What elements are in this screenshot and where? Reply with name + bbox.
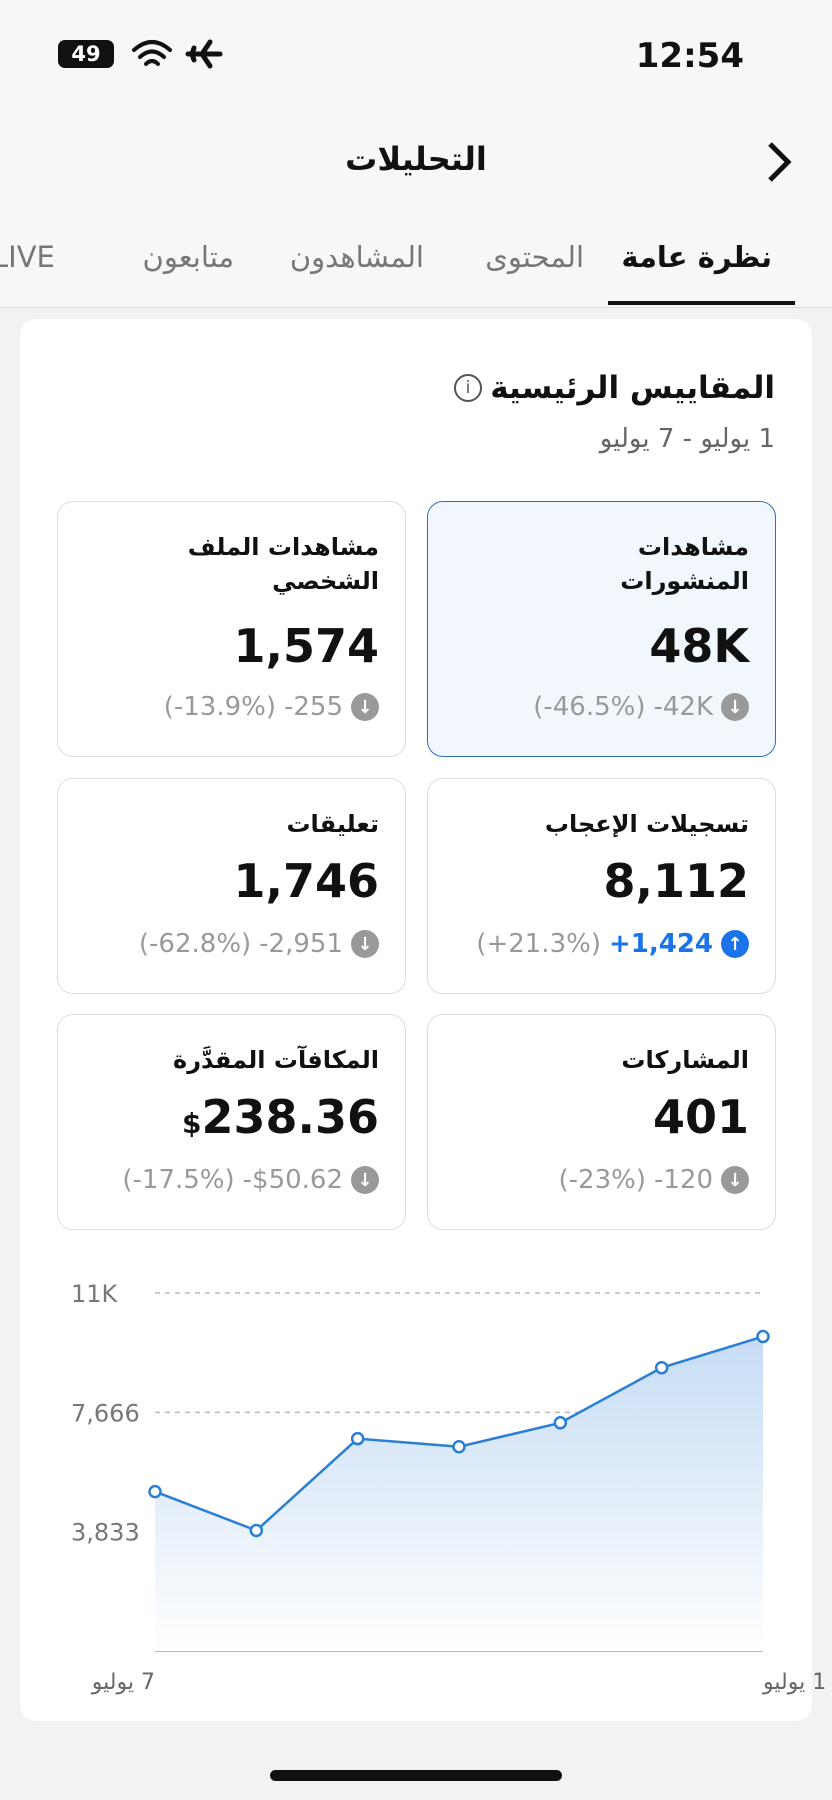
metric-value: 1,746 (233, 854, 379, 908)
clock: 12:54 (635, 36, 744, 76)
tab-active[interactable]: نظرة عامة (621, 240, 772, 274)
tab-underline (608, 301, 795, 305)
point (452, 1440, 466, 1454)
x-tick-label: 1 يوليو (762, 1670, 826, 1695)
metric-label: المكافآت المقدَّرة (173, 1046, 379, 1074)
metric-label: المشاركات (621, 1046, 749, 1074)
change-pct: (-46.5%) (533, 692, 646, 722)
metric-number: 1,574 (233, 619, 379, 673)
metric-label: مشاهدات المنشورات (620, 533, 749, 595)
top-bar (0, 0, 832, 308)
change-icon: ↓ (721, 1166, 749, 1194)
point (553, 1416, 568, 1430)
point (654, 1360, 669, 1375)
metric-change: ↓ -120 (-23%) (559, 1165, 749, 1195)
metric-unit: $ (182, 1107, 202, 1140)
metric-card[interactable]: المشاركات 401 ↓ -120 (-23%) (427, 1014, 776, 1230)
change-pct: (-23%) (558, 1165, 646, 1195)
change-icon: ↓ (351, 1166, 379, 1194)
status-icons (132, 39, 223, 69)
tab[interactable]: المشاهدون (289, 240, 424, 274)
change-delta: -120 (653, 1165, 713, 1195)
metric-card[interactable]: تسجيلات الإعجاب 8,112 ↑ +1,424 (+21.3%) (427, 778, 776, 994)
section-title: المقاييس الرئيسية (490, 370, 775, 406)
tab[interactable]: LIVE (0, 240, 55, 274)
metric-value: 48K (649, 619, 749, 673)
y-tick-label: 7,666 (71, 1399, 140, 1427)
metric-change: ↑ +1,424 (+21.3%) (476, 929, 749, 959)
metric-number: 48K (649, 619, 749, 673)
change-delta: -$50.62 (242, 1165, 343, 1195)
home-indicator (270, 1770, 562, 1781)
metric-value: 8,112 (603, 854, 749, 908)
change-pct: (-62.8%) (138, 929, 252, 959)
change-delta: +1,424 (608, 929, 713, 959)
metric-number: 1,746 (233, 854, 379, 908)
change-icon: ↓ (351, 693, 379, 721)
metric-card[interactable]: مشاهدات المنشورات 48K ↓ -42K (-46.5%) (427, 501, 776, 757)
point (350, 1431, 365, 1446)
change-delta: -2,951 (259, 929, 343, 959)
metric-card[interactable]: تعليقات 1,746 ↓ -2,951 (-62.8%) (57, 778, 406, 994)
tab[interactable]: متابعون (142, 240, 234, 274)
change-pct: (-13.9%) (163, 692, 276, 722)
point (249, 1523, 264, 1538)
y-tick-label: 11K (71, 1280, 119, 1308)
back-button[interactable] (764, 140, 794, 184)
change-delta: -255 (283, 692, 343, 722)
metric-value: $238.36 (182, 1090, 379, 1144)
metric-value: 1,574 (233, 619, 379, 673)
change-icon: ↑ (721, 930, 749, 958)
metric-number: 238.36 (201, 1090, 379, 1144)
metric-number: 401 (652, 1090, 749, 1144)
x-tick-label: 7 يوليو (91, 1670, 155, 1695)
metric-change: ↓ -$50.62 (-17.5%) (122, 1165, 379, 1195)
metric-label: تعليقات (286, 810, 379, 838)
metric-change: ↓ -255 (-13.9%) (164, 692, 379, 722)
change-pct: (+21.3%) (476, 929, 601, 959)
tab[interactable]: المحتوى (485, 240, 584, 274)
point (756, 1329, 770, 1344)
date-range: 1 يوليو - 7 يوليو (599, 424, 775, 454)
metric-label: مشاهدات الملف الشخصي (187, 533, 379, 595)
header-title: التحليلات (345, 140, 487, 178)
change-icon: ↓ (721, 693, 749, 721)
metric-change: ↓ -42K (-46.5%) (533, 692, 749, 722)
metric-number: 8,112 (603, 854, 749, 908)
point (148, 1484, 162, 1499)
metric-card[interactable]: المكافآت المقدَّرة $238.36 ↓ -$50.62 (-17.5%… (57, 1014, 406, 1230)
metric-card[interactable]: مشاهدات الملف الشخصي 1,574 ↓ -255 (-13.9%) (57, 501, 406, 757)
change-pct: (-17.5%) (122, 1165, 235, 1195)
info-icon[interactable]: i (454, 374, 482, 402)
metric-value: 401 (653, 1090, 749, 1144)
area (155, 1336, 763, 1651)
battery: 49 (58, 40, 114, 68)
metric-label: تسجيلات الإعجاب (544, 810, 749, 838)
change-icon: ↓ (351, 930, 379, 958)
metric-change: ↓ -2,951 (-62.8%) (139, 929, 379, 959)
y-tick-label: 3,833 (71, 1519, 140, 1547)
change-delta: -42K (653, 692, 713, 722)
